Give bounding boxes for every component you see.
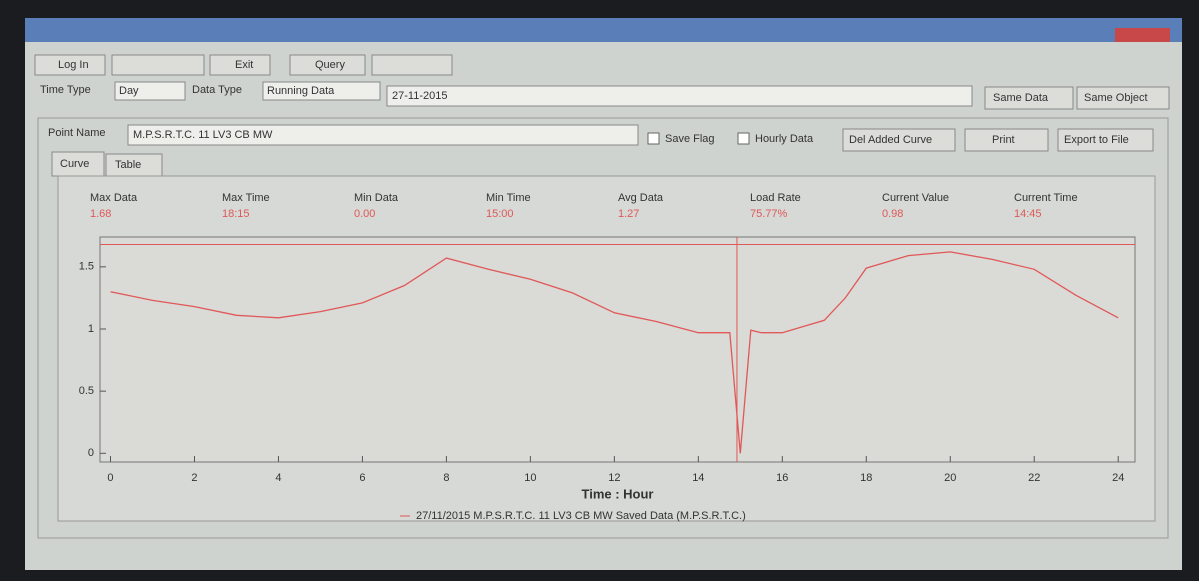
point-name-label: Point Name [48, 127, 105, 139]
curve-tab-label: Curve [60, 158, 89, 170]
x-tick-label: 6 [359, 472, 365, 484]
disabled-button[interactable] [372, 55, 452, 75]
x-tick-label: 8 [443, 472, 449, 484]
x-tick-label: 18 [860, 472, 872, 484]
data-type-value: Running Data [267, 85, 335, 97]
same-object-label: Same Object [1084, 92, 1148, 104]
login-label: Log In [58, 59, 89, 71]
stat-label: Min Time [486, 192, 531, 204]
stat-label: Avg Data [618, 192, 664, 204]
del-curve-label: Del Added Curve [849, 134, 932, 146]
print-label: Print [992, 134, 1015, 146]
save-flag-checkbox[interactable] [648, 133, 659, 144]
export-label: Export to File [1064, 134, 1129, 146]
y-tick-label: 1 [88, 323, 94, 335]
stat-value: 0.98 [882, 208, 903, 220]
time-type-label: Time Type [40, 84, 91, 96]
hourly-data-label: Hourly Data [755, 133, 814, 145]
same-data-label: Same Data [993, 92, 1049, 104]
x-tick-label: 4 [275, 472, 281, 484]
exit-label: Exit [235, 59, 253, 71]
date-field[interactable] [387, 86, 972, 106]
x-tick-label: 2 [191, 472, 197, 484]
point-name-value: M.P.S.R.T.C. 11 LV3 CB MW [133, 129, 273, 141]
time-type-value: Day [119, 85, 139, 97]
title-bar [25, 18, 1182, 42]
data-type-label: Data Type [192, 84, 242, 96]
stat-label: Load Rate [750, 192, 801, 204]
page: Log In Exit Query Time Type Day Data Typ… [0, 0, 1199, 581]
plot-area [100, 237, 1135, 462]
y-tick-label: 0 [88, 447, 94, 459]
stat-value: 14:45 [1014, 208, 1042, 220]
save-flag-label: Save Flag [665, 133, 715, 145]
stat-value: 75.77% [750, 208, 788, 220]
screen: Log In Exit Query Time Type Day Data Typ… [0, 0, 1199, 581]
stat-label: Current Time [1014, 192, 1078, 204]
stat-label: Max Data [90, 192, 138, 204]
stat-value: 1.27 [618, 208, 639, 220]
x-tick-label: 16 [776, 472, 788, 484]
x-tick-label: 12 [608, 472, 620, 484]
stat-label: Min Data [354, 192, 399, 204]
x-axis-title: Time : Hour [582, 486, 654, 501]
x-tick-label: 14 [692, 472, 704, 484]
x-tick-label: 24 [1112, 472, 1124, 484]
date-value: 27-11-2015 [392, 90, 447, 102]
stat-label: Current Value [882, 192, 949, 204]
stat-label: Max Time [222, 192, 270, 204]
x-tick-label: 10 [524, 472, 536, 484]
stat-value: 18:15 [222, 208, 250, 220]
stat-value: 0.00 [354, 208, 375, 220]
stat-value: 15:00 [486, 208, 514, 220]
query-label: Query [315, 59, 345, 71]
x-tick-label: 0 [107, 472, 113, 484]
stat-value: 1.68 [90, 208, 111, 220]
y-tick-label: 0.5 [79, 385, 94, 397]
legend-label: 27/11/2015 M.P.S.R.T.C. 11 LV3 CB MW Sav… [416, 510, 746, 522]
x-tick-label: 22 [1028, 472, 1040, 484]
logoff-button[interactable] [112, 55, 204, 75]
table-tab-label: Table [115, 159, 141, 171]
x-tick-label: 20 [944, 472, 956, 484]
close-button[interactable] [1115, 28, 1170, 42]
hourly-data-checkbox[interactable] [738, 133, 749, 144]
y-tick-label: 1.5 [79, 261, 94, 273]
